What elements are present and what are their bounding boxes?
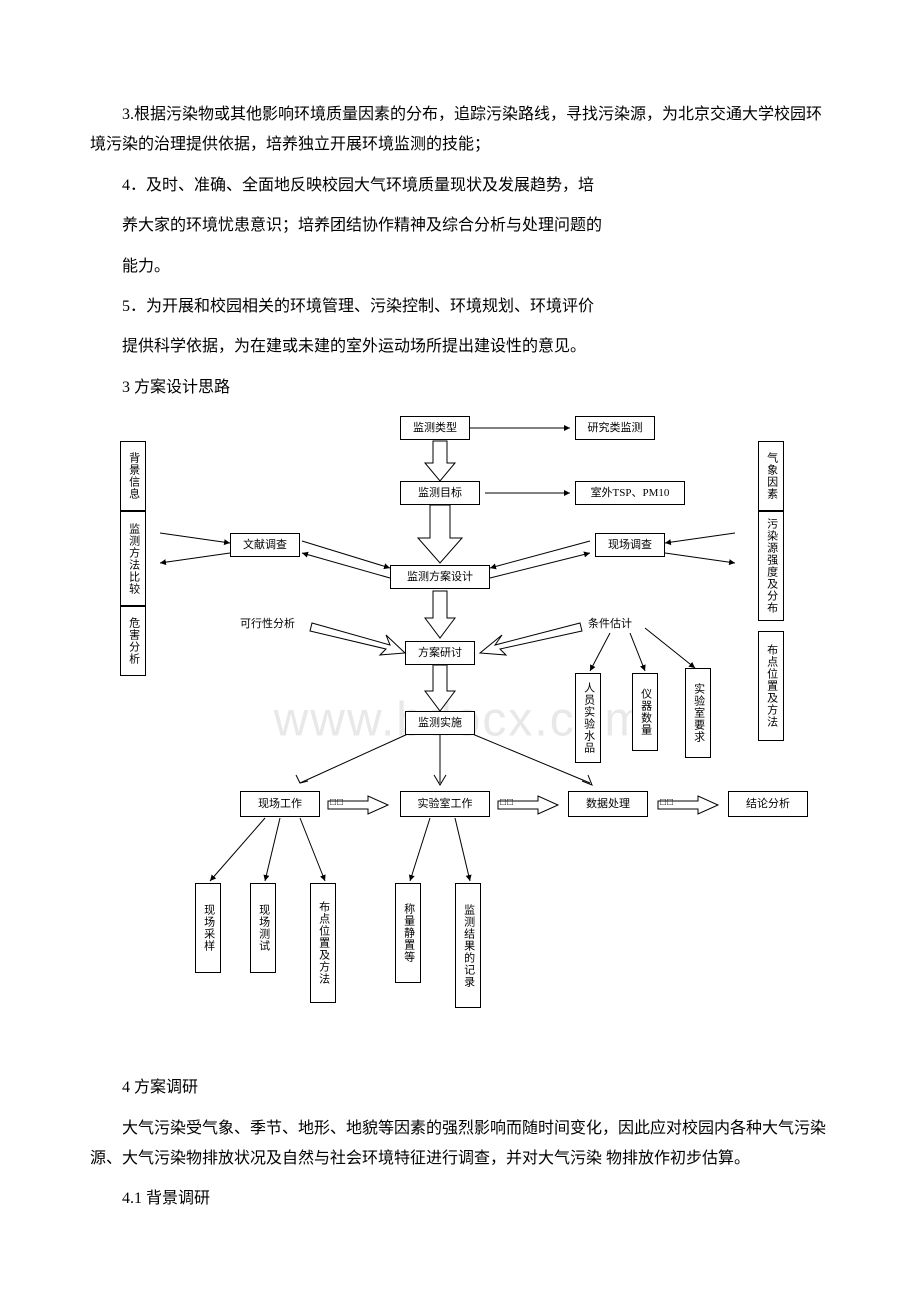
- node-instruments: 仪器数量: [632, 673, 658, 751]
- right-box-meteo: 气象因素: [758, 441, 784, 511]
- heading-4-1: 4.1 背景调研: [90, 1184, 830, 1214]
- node-sampling: 现场采样: [195, 883, 221, 973]
- node-site-test: 现场测试: [250, 883, 276, 973]
- dots-2: □□: [500, 797, 514, 808]
- right-box-layout: 布点位置及方法: [758, 631, 784, 741]
- node-plan-design: 监测方案设计: [390, 565, 490, 589]
- paragraph-4b: 养大家的环境忧患意识；培养团结协作精神及综合分析与处理问题的: [90, 211, 830, 241]
- node-lab-work: 实验室工作: [400, 791, 490, 817]
- heading-4: 4 方案调研: [90, 1073, 830, 1103]
- heading-3: 3 方案设计思路: [90, 373, 830, 403]
- node-outdoor: 室外TSP、PM10: [575, 481, 685, 505]
- node-implementation: 监测实施: [405, 711, 475, 735]
- node-field-survey: 现场调查: [595, 533, 665, 557]
- node-personnel: 人员实验水品: [575, 673, 601, 763]
- label-feasibility: 可行性分析: [240, 615, 295, 631]
- node-plan-review: 方案研讨: [405, 641, 475, 665]
- flowchart-diagram: www.bdocx.com: [90, 413, 830, 1053]
- dots-1: □□: [330, 797, 344, 808]
- node-data-proc: 数据处理: [568, 791, 648, 817]
- paragraph-3: 3.根据污染物或其他影响环境质量因素的分布，追踪污染路线，寻找污染源，为北京交通…: [90, 100, 830, 161]
- label-conditions: 条件估计: [588, 615, 632, 631]
- node-goal: 监测目标: [400, 481, 480, 505]
- left-box-risk: 危害分析: [120, 606, 146, 676]
- node-conclusion: 结论分析: [728, 791, 808, 817]
- node-research: 研究类监测: [575, 416, 655, 440]
- left-box-bg: 背景信息: [120, 441, 146, 511]
- node-monitor-type: 监测类型: [400, 416, 470, 440]
- node-site-work: 现场工作: [240, 791, 320, 817]
- node-lit-review: 文献调查: [230, 533, 300, 557]
- node-record: 监测结果的记录: [455, 883, 481, 1008]
- left-box-method: 监测方法比较: [120, 511, 146, 606]
- node-layout-method: 布点位置及方法: [310, 883, 336, 1003]
- right-box-source: 污染源强度及分布: [758, 511, 784, 621]
- paragraph-5b: 提供科学依据，为在建或未建的室外运动场所提出建设性的意见。: [90, 332, 830, 362]
- paragraph-4a: 4．及时、准确、全面地反映校园大气环境质量现状及发展趋势，培: [90, 171, 830, 201]
- node-lab-req: 实验室要求: [685, 668, 711, 758]
- node-weighing: 称量静置等: [395, 883, 421, 983]
- paragraph-4c: 能力。: [90, 252, 830, 282]
- paragraph-5a: 5．为开展和校园相关的环境管理、污染控制、环境规划、环境评价: [90, 292, 830, 322]
- paragraph-survey: 大气污染受气象、季节、地形、地貌等因素的强烈影响而随时间变化，因此应对校园内各种…: [90, 1114, 830, 1175]
- dots-3: □□: [660, 797, 674, 808]
